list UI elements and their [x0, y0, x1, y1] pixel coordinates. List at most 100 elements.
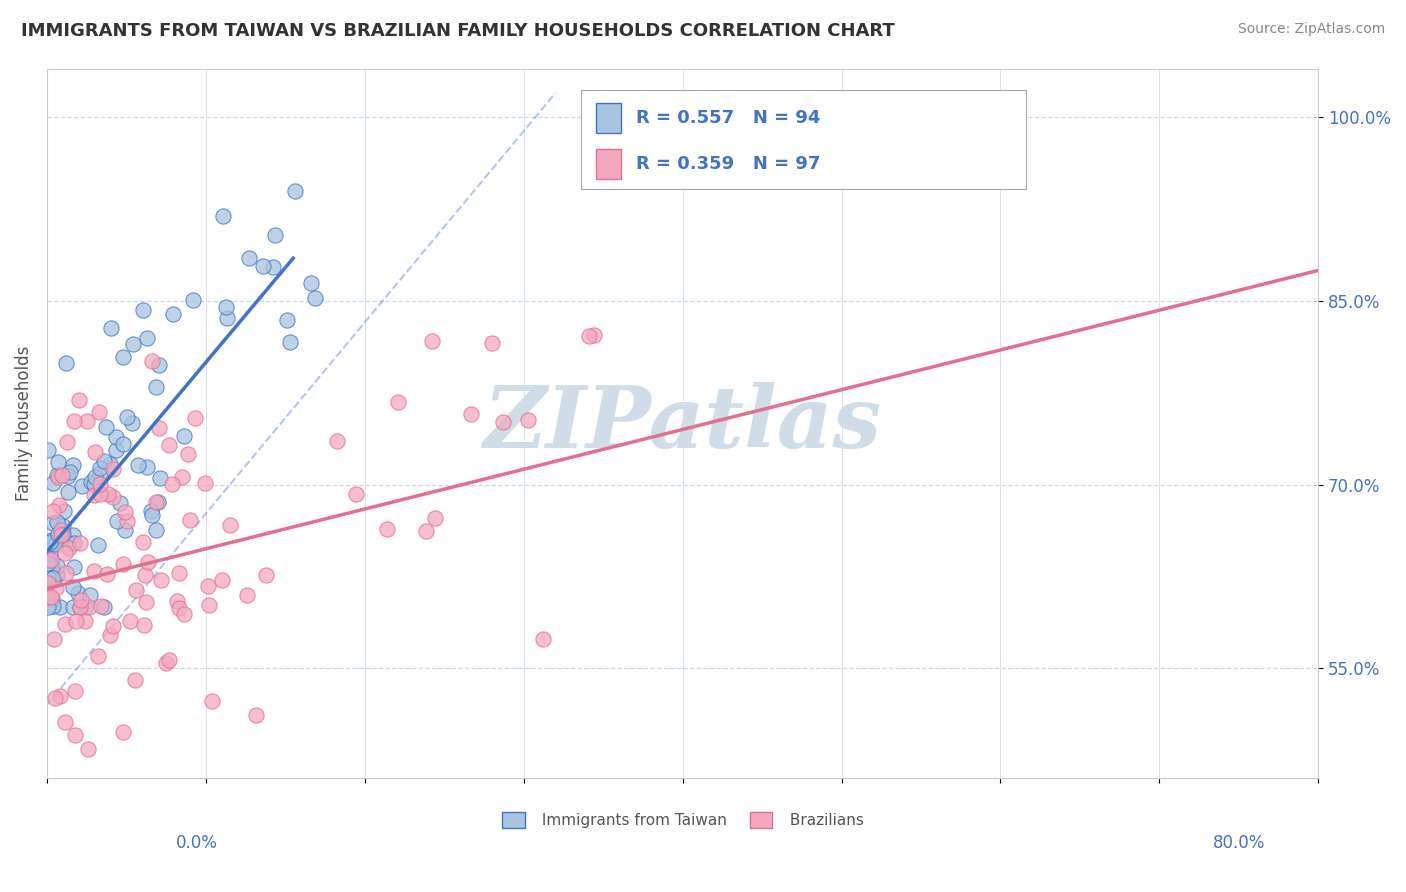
Point	[56, 485, 79, 500]
Point	[127, 458, 149, 473]
Point	[79, 588, 101, 602]
Point	[583, 328, 606, 343]
Point	[134, 568, 156, 582]
Point	[100, 320, 122, 334]
Point	[53, 616, 76, 631]
Point	[112, 558, 135, 572]
Point	[37, 443, 59, 458]
Point	[38, 536, 60, 550]
Point	[38, 553, 60, 567]
Point	[157, 653, 180, 667]
Point	[39, 536, 62, 550]
Point	[84, 470, 107, 484]
Point	[211, 573, 233, 587]
Point	[166, 593, 188, 607]
Point	[101, 462, 124, 476]
Point	[245, 708, 267, 723]
Point	[62, 536, 84, 550]
Point	[167, 566, 190, 580]
Point	[145, 523, 167, 537]
Point	[219, 517, 242, 532]
Text: IMMIGRANTS FROM TAIWAN VS BRAZILIAN FAMILY HOUSEHOLDS CORRELATION CHART: IMMIGRANTS FROM TAIWAN VS BRAZILIAN FAMI…	[21, 22, 894, 40]
Point	[39, 553, 62, 567]
Point	[83, 488, 105, 502]
Point	[201, 694, 224, 708]
Point	[42, 570, 65, 584]
Point	[41, 516, 63, 530]
Point	[197, 579, 219, 593]
Point	[46, 455, 69, 469]
Point	[66, 586, 89, 600]
Point	[87, 648, 110, 663]
Point	[53, 546, 76, 560]
Point	[44, 537, 66, 551]
Point	[517, 413, 540, 427]
Point	[124, 582, 146, 597]
Point	[65, 728, 87, 742]
Point	[46, 515, 69, 529]
Point	[38, 546, 60, 560]
Point	[49, 528, 72, 542]
Point	[176, 447, 198, 461]
Point	[83, 476, 105, 491]
Point	[111, 350, 134, 364]
Point	[425, 511, 447, 525]
Point	[37, 576, 59, 591]
Point	[89, 487, 111, 501]
Point	[89, 461, 111, 475]
Point	[70, 593, 93, 607]
Point	[236, 589, 259, 603]
Point	[215, 310, 238, 325]
Point	[39, 590, 62, 604]
Point	[420, 334, 443, 348]
Point	[145, 495, 167, 509]
Point	[56, 469, 79, 483]
Point	[173, 607, 195, 622]
Point	[325, 434, 347, 449]
Point	[115, 409, 138, 424]
Point	[44, 581, 66, 595]
Point	[37, 571, 59, 585]
Point	[42, 571, 65, 585]
Point	[77, 742, 100, 756]
Point	[79, 599, 101, 614]
Point	[55, 356, 77, 370]
Point	[132, 535, 155, 549]
Text: Source: ZipAtlas.com: Source: ZipAtlas.com	[1237, 22, 1385, 37]
Point	[114, 523, 136, 537]
Point	[67, 392, 90, 407]
Point	[112, 437, 135, 451]
Point	[167, 601, 190, 615]
Point	[89, 477, 111, 491]
Point	[212, 209, 235, 223]
Point	[39, 562, 62, 576]
Point	[52, 526, 75, 541]
Point	[63, 684, 86, 698]
Point	[94, 420, 117, 434]
Point	[150, 574, 173, 588]
Point	[56, 536, 79, 550]
Point	[52, 519, 75, 533]
Point	[284, 184, 307, 198]
Point	[42, 504, 65, 518]
Point	[135, 595, 157, 609]
Point	[84, 445, 107, 459]
Point	[80, 475, 103, 489]
Point	[63, 415, 86, 429]
Point	[41, 476, 63, 491]
Point	[184, 411, 207, 425]
Point	[173, 429, 195, 443]
Point	[299, 276, 322, 290]
Point	[96, 567, 118, 582]
Point	[44, 632, 66, 647]
Point	[194, 476, 217, 491]
Point	[53, 504, 76, 518]
Point	[157, 437, 180, 451]
Point	[98, 628, 121, 642]
Point	[170, 470, 193, 484]
Point	[531, 632, 554, 646]
Point	[69, 600, 91, 615]
Y-axis label: Family Households: Family Households	[15, 346, 32, 501]
Point	[139, 504, 162, 518]
Point	[181, 293, 204, 307]
